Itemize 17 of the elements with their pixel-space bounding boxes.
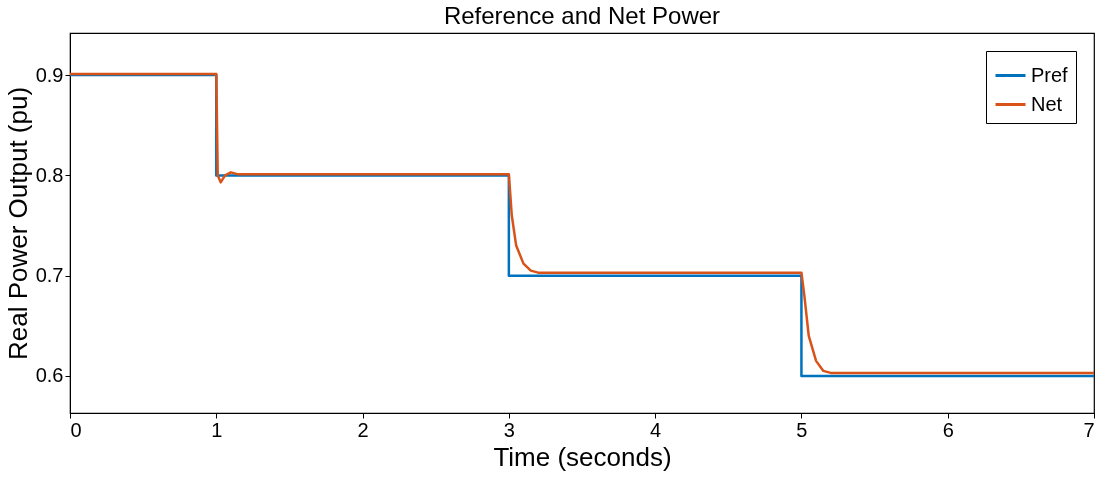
y-tick-label: 0.8 xyxy=(35,163,64,186)
x-tick-label: 3 xyxy=(503,418,515,441)
y-axis-title: Real Power Output (pu) xyxy=(2,86,33,361)
x-axis-title: Time (seconds) xyxy=(493,441,672,472)
x-tick-label: 6 xyxy=(942,418,954,441)
y-tick-label: 0.9 xyxy=(35,63,64,86)
x-tick-label: 5 xyxy=(796,418,808,441)
y-tick-label: 0.7 xyxy=(35,264,64,287)
x-tick-label: 2 xyxy=(357,418,369,441)
x-tick-label: 7 xyxy=(1083,418,1095,441)
y-tick-label: 0.6 xyxy=(35,364,64,387)
x-tick-label: 4 xyxy=(650,418,662,441)
chart-title: Reference and Net Power xyxy=(443,2,721,29)
legend-label: Pref xyxy=(1031,63,1069,86)
legend-label: Net xyxy=(1031,92,1063,115)
x-tick-label: 1 xyxy=(211,418,223,441)
x-tick-label: 0 xyxy=(70,418,82,441)
